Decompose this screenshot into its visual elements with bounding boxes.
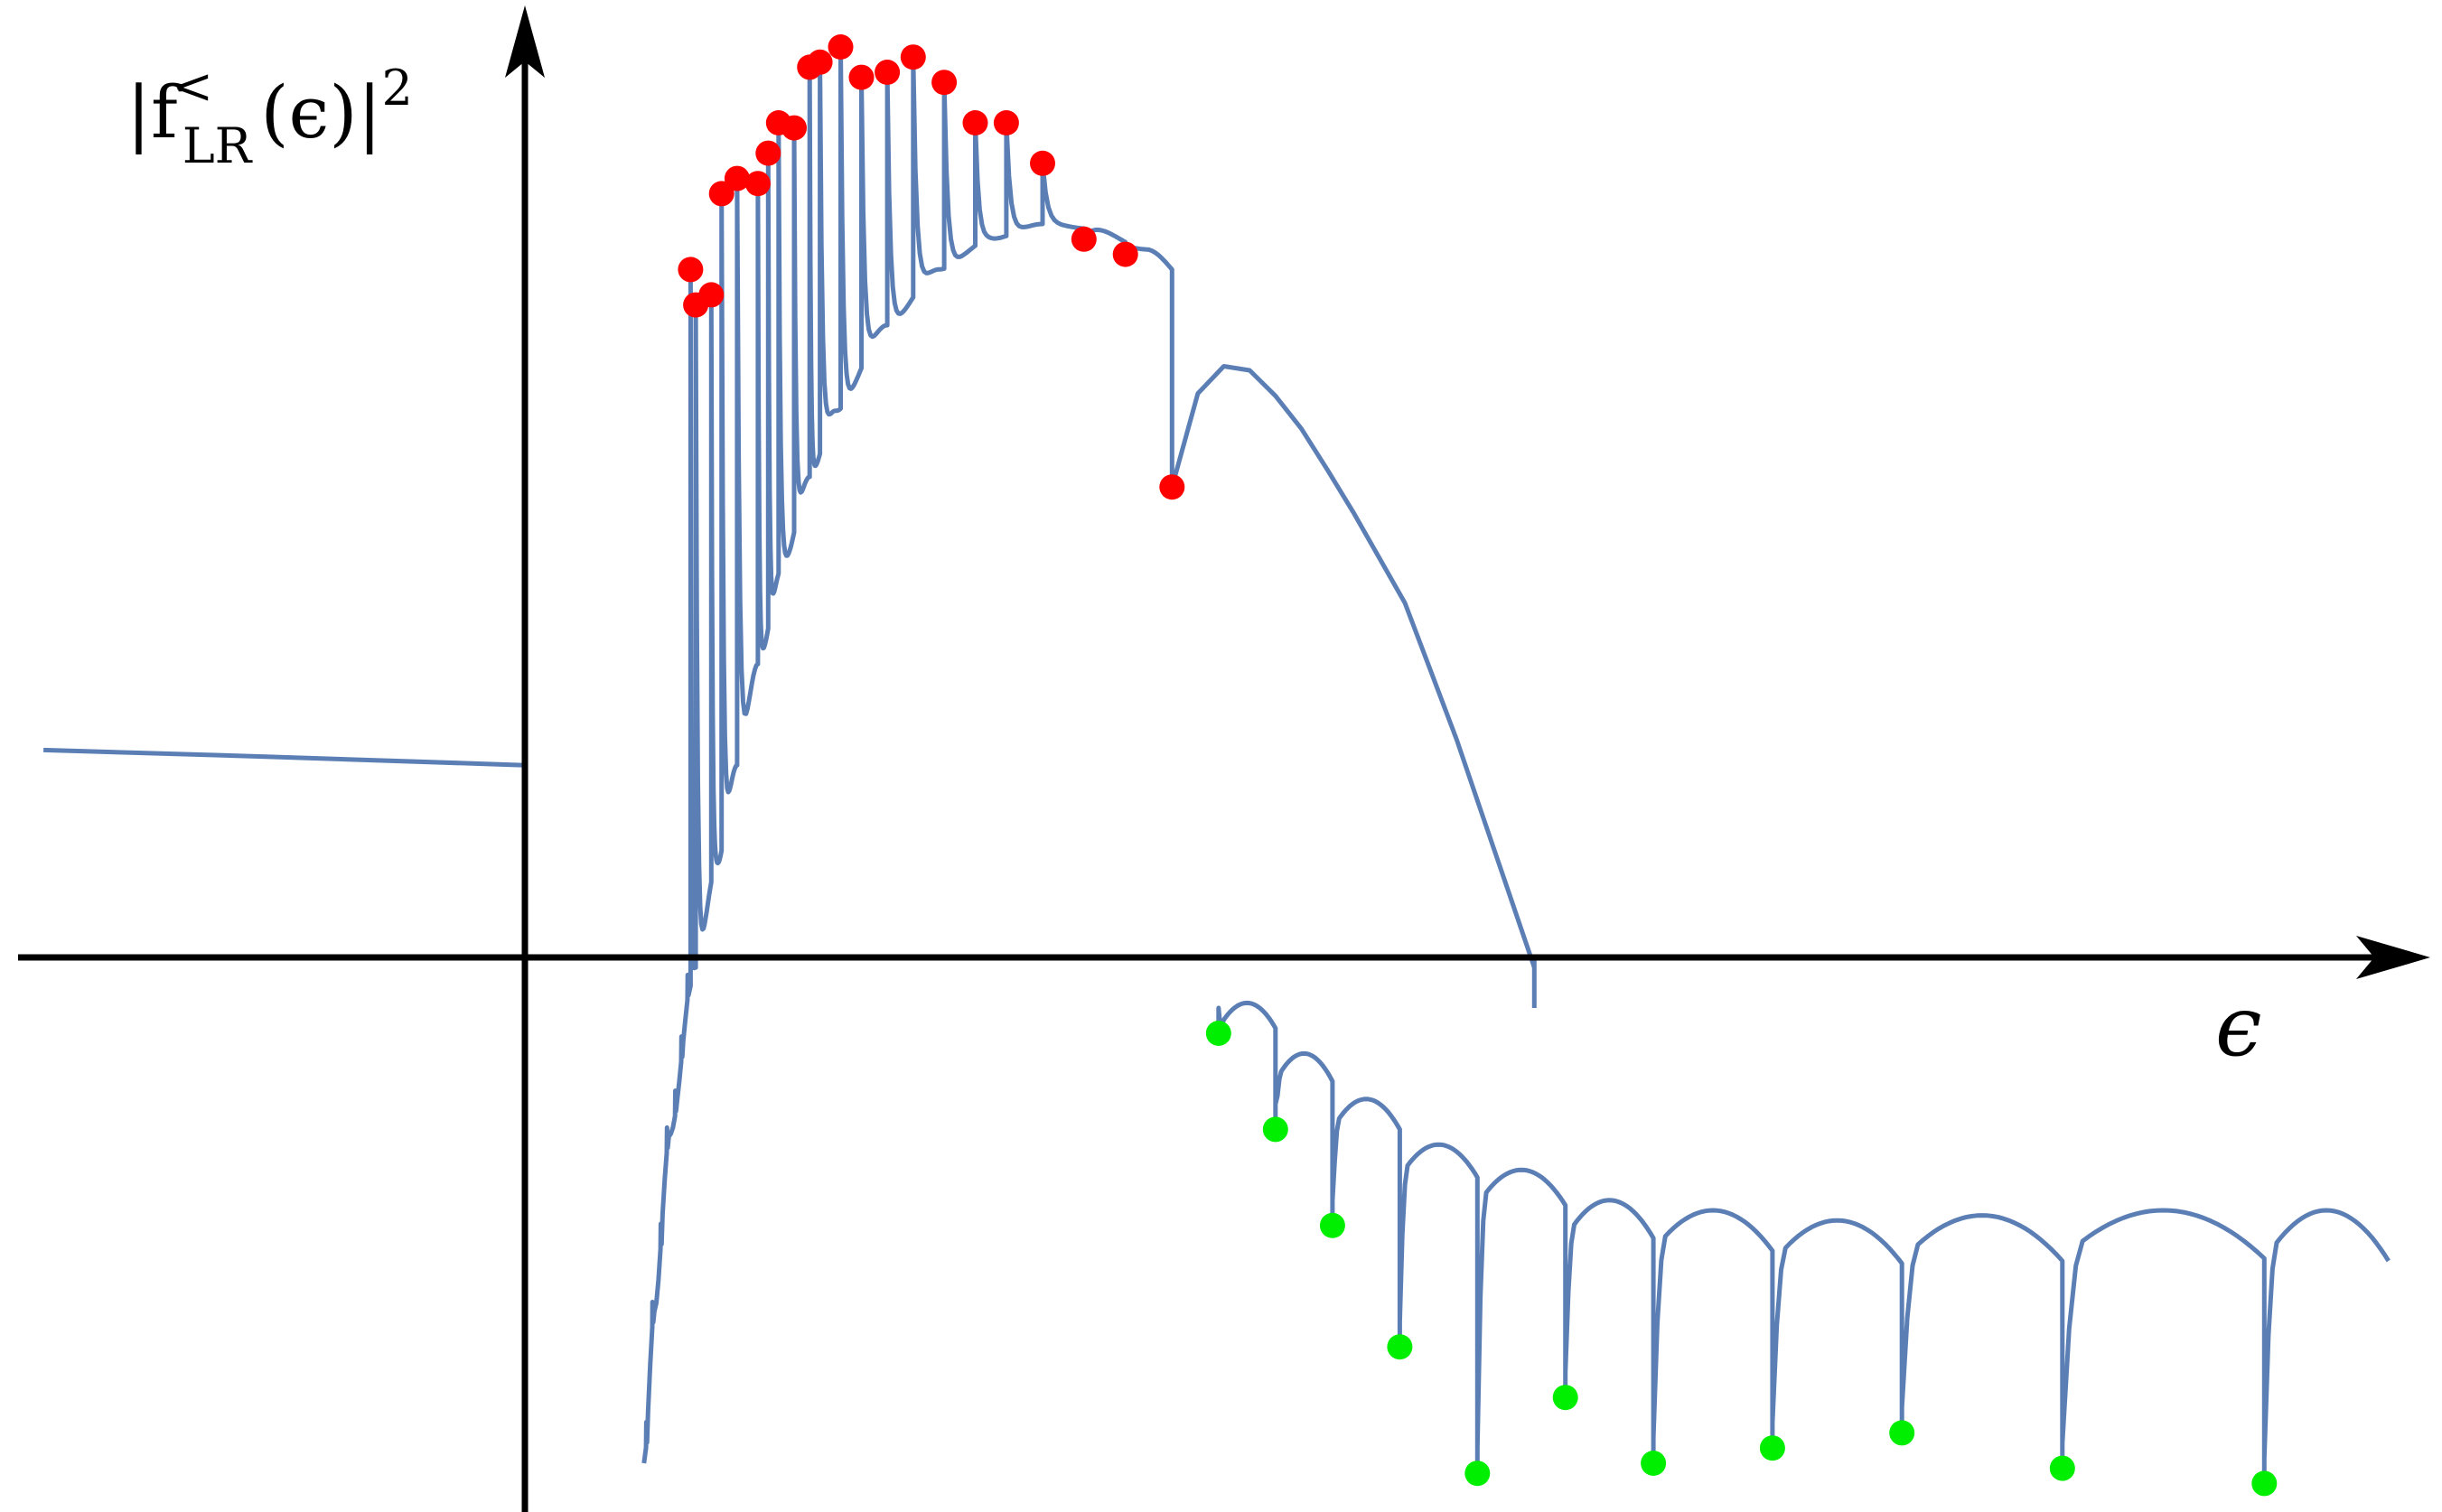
red-peak-marker — [900, 44, 926, 70]
green-dip-marker — [1205, 1021, 1231, 1046]
red-peak-marker — [848, 64, 875, 90]
red-peak-marker — [678, 257, 704, 283]
series-line-main — [641, 44, 1537, 1464]
red-peak-marker — [698, 282, 725, 308]
green-dip-marker — [1889, 1420, 1915, 1446]
series-line-left — [43, 747, 526, 768]
red-peak-marker — [744, 171, 771, 197]
red-peak-marker — [1112, 241, 1138, 267]
y-axis-label-superscript: < — [173, 58, 213, 115]
red-peak-marker — [1071, 226, 1097, 252]
green-dip-marker — [1464, 1461, 1491, 1487]
green-dip-marker — [1759, 1435, 1785, 1461]
red-peak-marker — [755, 140, 781, 166]
red-peak-marker — [875, 60, 901, 85]
red-peak-marker — [1030, 150, 1055, 176]
curve-layer — [43, 44, 2391, 1484]
y-axis-label: |f< LR (ϵ)|2 — [126, 58, 413, 174]
red-peak-marker — [1159, 474, 1185, 500]
axes — [18, 5, 2430, 1512]
green-dip-marker — [2251, 1470, 2278, 1497]
green-dip-marker — [1641, 1451, 1667, 1476]
green-dip-marker — [1387, 1334, 1413, 1360]
red-peak-marker — [807, 49, 833, 75]
red-peak-marker — [962, 110, 988, 135]
red-peak-marker — [931, 70, 958, 96]
y-axis-label-subscript: LR — [182, 117, 253, 174]
green-dip-marker — [1552, 1385, 1578, 1411]
x-axis-arrow — [2356, 936, 2430, 979]
y-axis-label-prefix: |f — [126, 70, 182, 154]
y-axis-label-power: 2 — [382, 60, 413, 117]
red-peak-marker — [828, 34, 854, 60]
red-peak-marker — [781, 115, 807, 141]
y-axis-arrow — [505, 5, 545, 78]
y-axis-label-suffix: (ϵ)| — [260, 70, 381, 154]
green-dip-marker — [2049, 1455, 2075, 1481]
red-peak-marker — [724, 165, 750, 191]
green-dip-marker — [1319, 1212, 1345, 1238]
x-axis-label: ϵ — [2215, 978, 2262, 1075]
green-dip-marker — [1262, 1116, 1288, 1143]
red-peak-marker — [708, 181, 734, 207]
series-line-tail — [1216, 957, 2391, 1484]
red-peak-marker — [993, 110, 1019, 135]
marker-layer — [678, 34, 2278, 1497]
